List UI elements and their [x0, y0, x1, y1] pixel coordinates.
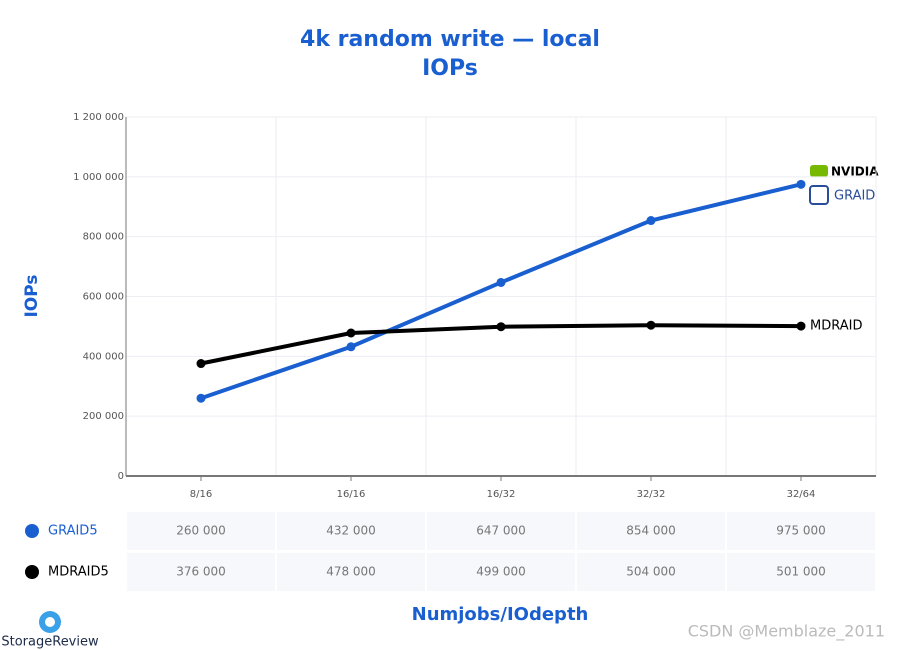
data-point [796, 179, 806, 189]
logo-text: NVIDIA [831, 165, 879, 179]
table-cell [277, 512, 425, 550]
data-point [346, 328, 356, 338]
y-tick-label: 400 000 [83, 351, 124, 362]
data-point [646, 216, 656, 226]
y-tick-label: 600 000 [83, 292, 124, 303]
legend-label: MDRAID5 [48, 565, 109, 580]
end-label: MDRAID [810, 319, 862, 334]
legend-marker [25, 565, 39, 579]
y-tick-label: 1 000 000 [73, 172, 124, 183]
data-point [196, 359, 206, 369]
x-tick-label: 16/32 [487, 489, 516, 500]
table-value: 854 000 [626, 524, 676, 538]
data-point [496, 322, 506, 332]
table-cell [127, 553, 275, 591]
table-value: 376 000 [176, 565, 226, 579]
x-tick-label: 32/32 [637, 489, 666, 500]
x-tick-label: 16/16 [337, 489, 366, 500]
y-tick-label: 200 000 [83, 411, 124, 422]
table-cell [277, 553, 425, 591]
table-cell [127, 512, 275, 550]
x-tick-label: 8/16 [190, 489, 212, 500]
nvidia-icon [810, 165, 828, 177]
table-value: 504 000 [626, 565, 676, 579]
data-point [796, 321, 806, 331]
graid-icon [809, 185, 829, 205]
data-point [496, 277, 506, 287]
storagereview-icon [45, 617, 55, 627]
watermark: CSDN @Memblaze_2011 [688, 622, 885, 642]
data-point [346, 342, 356, 352]
legend-marker [25, 524, 39, 538]
table-value: 975 000 [776, 524, 826, 538]
table-value: 647 000 [476, 524, 526, 538]
table-value: 432 000 [326, 524, 376, 538]
chart-subtitle: IOPs [422, 56, 478, 81]
table-cell [427, 512, 575, 550]
y-tick-label: 1 200 000 [73, 112, 124, 123]
data-point [196, 393, 206, 403]
x-tick-label: 32/64 [787, 489, 816, 500]
table-value: 260 000 [176, 524, 226, 538]
table-cell [727, 512, 875, 550]
chart-title: 4k random write — local [300, 27, 600, 52]
data-point [646, 320, 656, 330]
table-value: 499 000 [476, 565, 526, 579]
y-axis-label: IOPs [22, 274, 42, 317]
logo-text: GRAID [834, 189, 875, 204]
logo-text: StorageReview [1, 635, 99, 650]
table-value: 478 000 [326, 565, 376, 579]
y-tick-label: 800 000 [83, 232, 124, 243]
series-line [200, 182, 802, 401]
table-cell [427, 553, 575, 591]
table-cell [577, 553, 725, 591]
y-tick-label: 0 [118, 471, 124, 482]
table-value: 501 000 [776, 565, 826, 579]
x-axis-label: Numjobs/IOdepth [412, 604, 589, 625]
table-cell [727, 553, 875, 591]
storagereview-logo: StorageReview [1, 611, 99, 650]
nvidia-logo: NVIDIA [810, 165, 879, 179]
graid-logo: GRAID [809, 185, 875, 205]
table-cell [577, 512, 725, 550]
legend-label: GRAID5 [48, 524, 98, 539]
